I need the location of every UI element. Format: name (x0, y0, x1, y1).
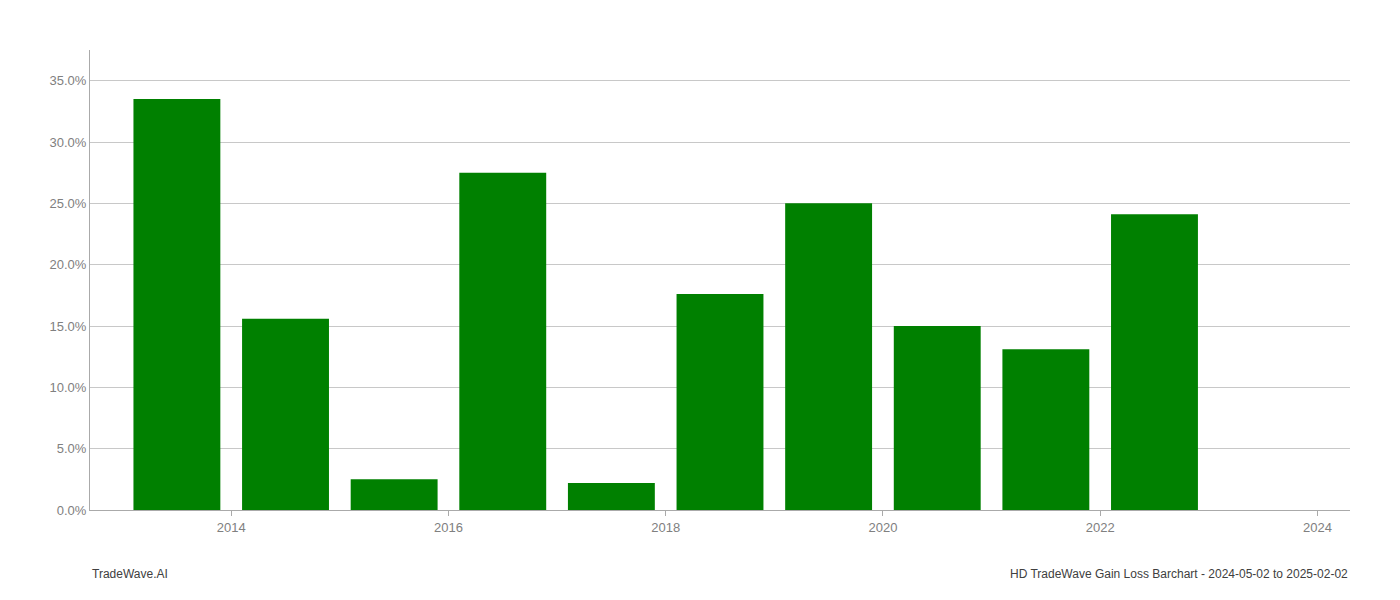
svg-text:20.0%: 20.0% (50, 257, 87, 272)
svg-text:HD TradeWave Gain Loss Barchar: HD TradeWave Gain Loss Barchart - 2024-0… (1010, 567, 1348, 581)
svg-text:2022: 2022 (1086, 520, 1115, 535)
svg-text:10.0%: 10.0% (50, 380, 87, 395)
svg-text:2016: 2016 (434, 520, 463, 535)
svg-text:5.0%: 5.0% (57, 441, 87, 456)
svg-text:25.0%: 25.0% (50, 196, 87, 211)
svg-text:30.0%: 30.0% (50, 135, 87, 150)
svg-text:35.0%: 35.0% (50, 73, 87, 88)
svg-text:2018: 2018 (651, 520, 680, 535)
svg-text:2024: 2024 (1303, 520, 1332, 535)
svg-text:2014: 2014 (217, 520, 246, 535)
svg-text:2020: 2020 (868, 520, 897, 535)
svg-text:15.0%: 15.0% (50, 319, 87, 334)
svg-text:TradeWave.AI: TradeWave.AI (92, 567, 168, 581)
svg-text:0.0%: 0.0% (57, 503, 87, 518)
